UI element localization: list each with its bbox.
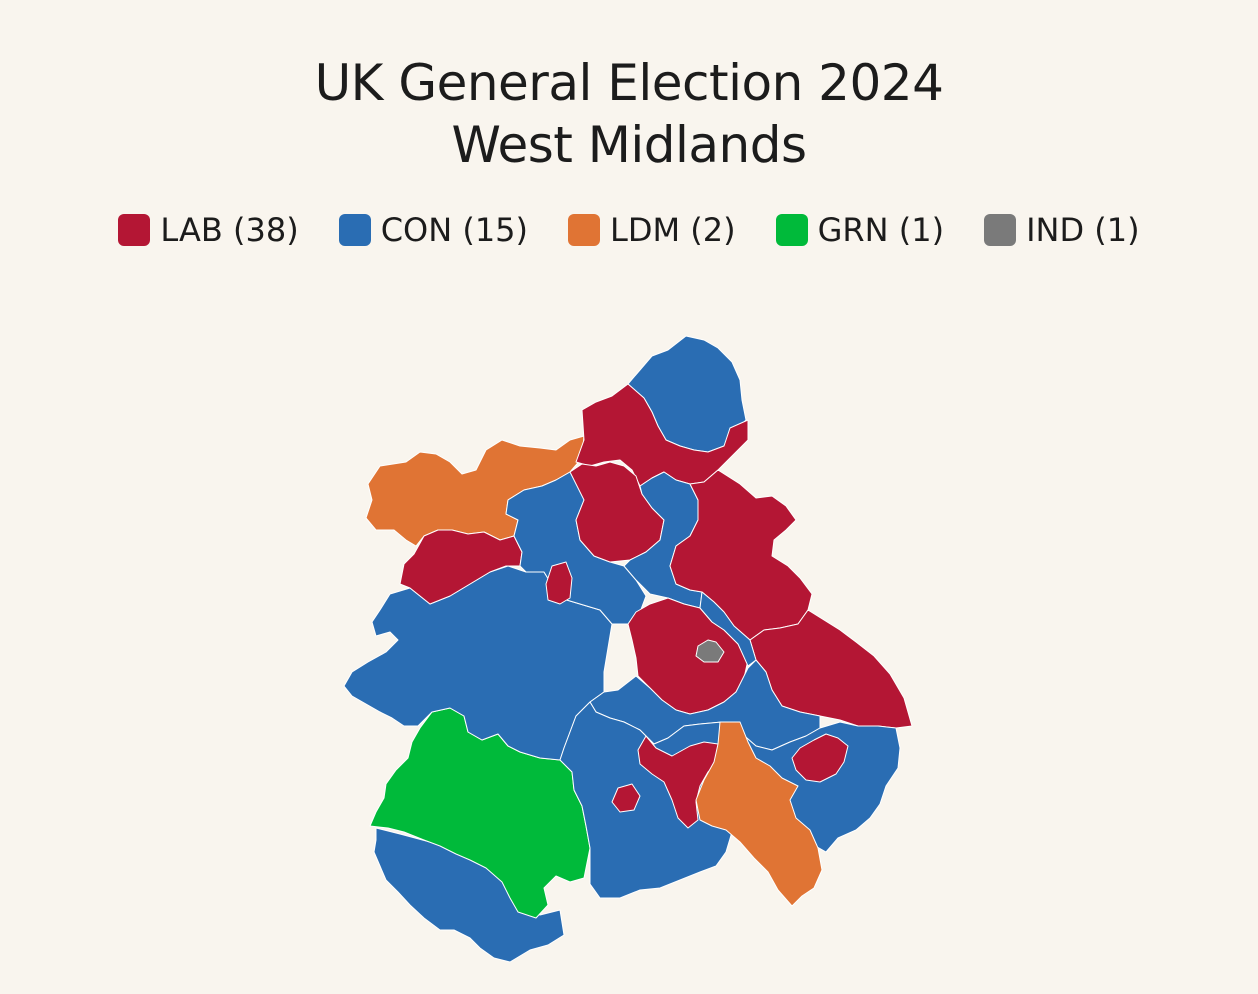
legend-swatch-con: [338, 214, 371, 246]
legend-label-ldm: LDM (2): [610, 211, 736, 249]
legend-item-grn: GRN (1): [775, 210, 945, 250]
legend-swatch-ldm: [568, 214, 601, 246]
legend-item-ind: IND (1): [984, 210, 1140, 250]
constituency-con-sutton[interactable]: [699, 591, 757, 667]
legend-item-lab: LAB (38): [118, 210, 299, 250]
legend-swatch-lab: [118, 214, 151, 246]
constituency-ldm-stratford[interactable]: [695, 721, 823, 907]
constituency-lab-stafford-small[interactable]: [545, 561, 573, 605]
constituency-lab-warwick[interactable]: [791, 733, 849, 783]
constituency-ind-perry-barr[interactable]: [695, 639, 725, 663]
legend-label-con: CON (15): [380, 211, 529, 249]
title-line-2: West Midlands: [451, 116, 807, 174]
legend-swatch-grn: [775, 214, 808, 246]
legend-label-ind: IND (1): [1026, 211, 1140, 249]
constituency-lab-telford[interactable]: [399, 529, 523, 605]
map-title: UK General Election 2024 West Midlands: [0, 52, 1258, 176]
constituency-lab-worcester[interactable]: [611, 783, 641, 813]
legend-swatch-ind: [984, 214, 1017, 246]
title-line-1: UK General Election 2024: [314, 54, 944, 112]
constituency-con-stafford[interactable]: [505, 471, 647, 625]
legend: LAB (38) CON (15) LDM (2) GRN (1) IND (1…: [0, 210, 1258, 250]
legend-item-ldm: LDM (2): [568, 210, 736, 250]
constituency-lab-stoke[interactable]: [575, 383, 749, 487]
constituency-lab-nuneaton[interactable]: [749, 609, 913, 729]
legend-item-con: CON (15): [338, 210, 529, 250]
legend-label-grn: GRN (1): [817, 211, 945, 249]
legend-label-lab: LAB (38): [160, 211, 299, 249]
